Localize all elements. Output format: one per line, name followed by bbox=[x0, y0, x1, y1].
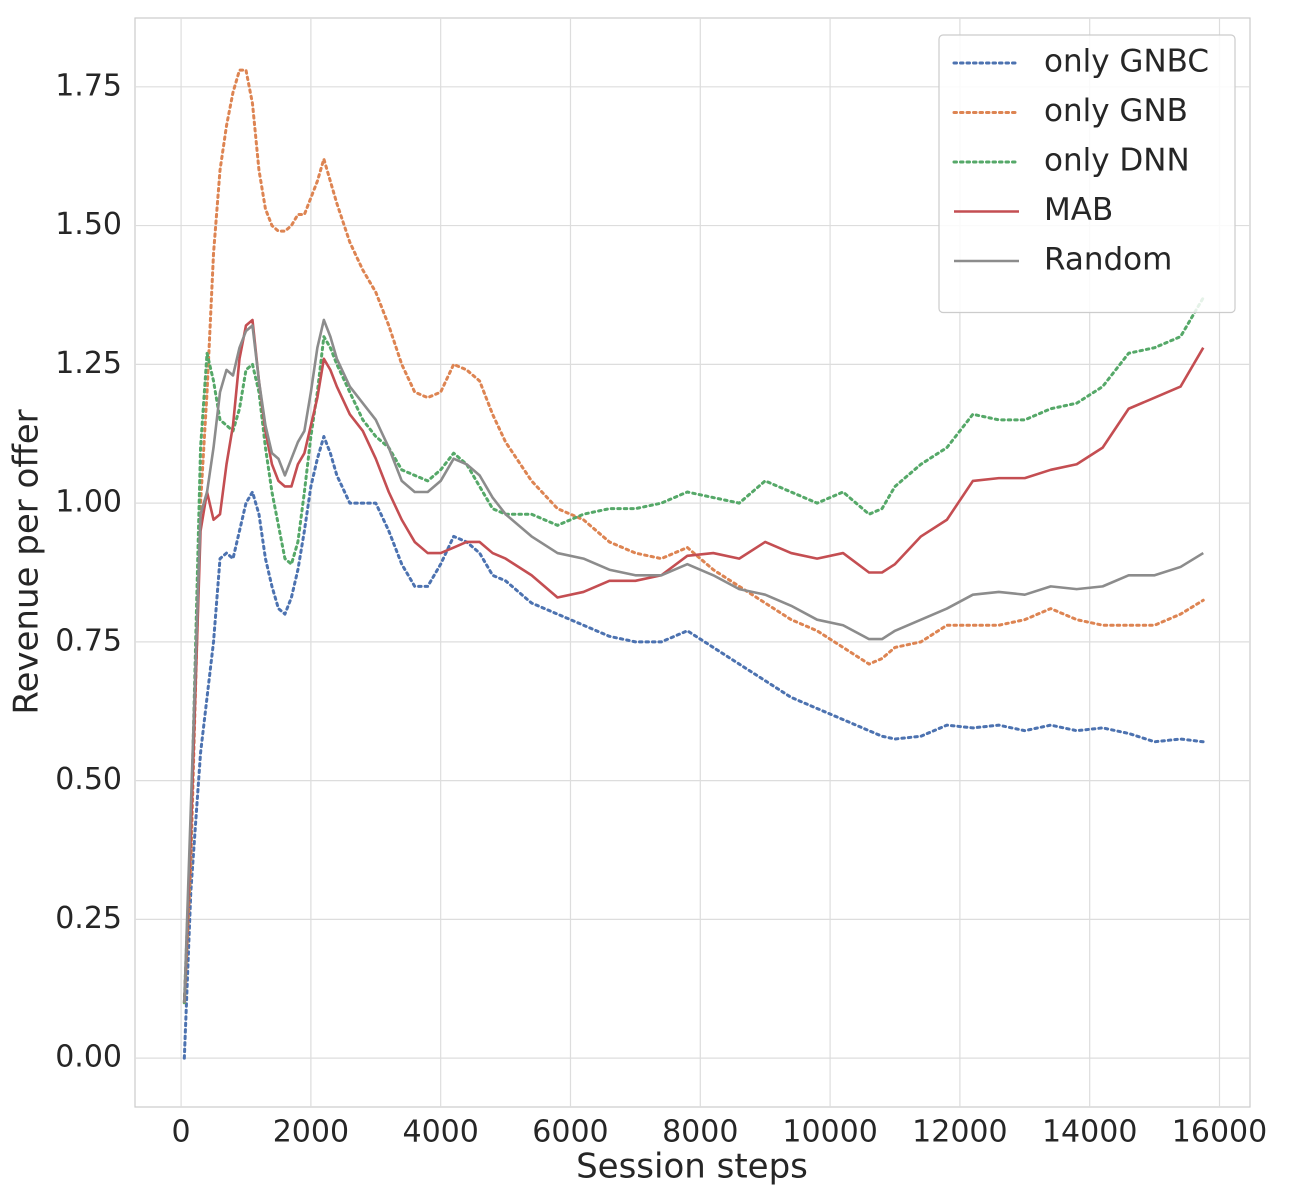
x-tick-label: 16000 bbox=[1172, 1115, 1267, 1150]
y-tick-label: 0.75 bbox=[55, 623, 122, 658]
y-tick-label: 0.50 bbox=[55, 762, 122, 797]
legend-label: only GNB bbox=[1044, 93, 1188, 129]
series-line bbox=[182, 296, 1205, 1005]
series-line bbox=[182, 68, 1205, 1005]
y-tick-label: 1.75 bbox=[55, 68, 122, 103]
x-tick-label: 12000 bbox=[912, 1115, 1007, 1150]
legend-label: MAB bbox=[1044, 192, 1113, 228]
x-axis-label: Session steps bbox=[576, 1147, 808, 1187]
x-tick-label: 8000 bbox=[662, 1115, 738, 1150]
series-line bbox=[183, 318, 1204, 1003]
y-tick-label: 1.00 bbox=[55, 485, 122, 520]
x-tick-label: 4000 bbox=[403, 1115, 479, 1150]
y-tick-label: 0.25 bbox=[55, 901, 122, 936]
x-tick-label: 14000 bbox=[1042, 1115, 1137, 1150]
x-tick-label: 6000 bbox=[532, 1115, 608, 1150]
legend-label: only DNN bbox=[1044, 143, 1190, 179]
legend-label: only GNBC bbox=[1044, 44, 1209, 80]
y-tick-label: 1.50 bbox=[55, 207, 122, 242]
legend-box bbox=[938, 34, 1236, 314]
x-tick-label: 2000 bbox=[273, 1115, 349, 1150]
legend: only GNBC only GNB only DNN MAB Random bbox=[938, 34, 1236, 314]
legend-label: Random bbox=[1044, 242, 1172, 278]
x-tick-label: 10000 bbox=[782, 1115, 877, 1150]
x-tick-label: 0 bbox=[172, 1115, 191, 1150]
series-line bbox=[182, 435, 1205, 1060]
y-tick-label: 1.25 bbox=[55, 346, 122, 381]
y-tick-label: 0.00 bbox=[55, 1040, 122, 1075]
y-axis-label: Revenue per offer bbox=[7, 409, 47, 714]
